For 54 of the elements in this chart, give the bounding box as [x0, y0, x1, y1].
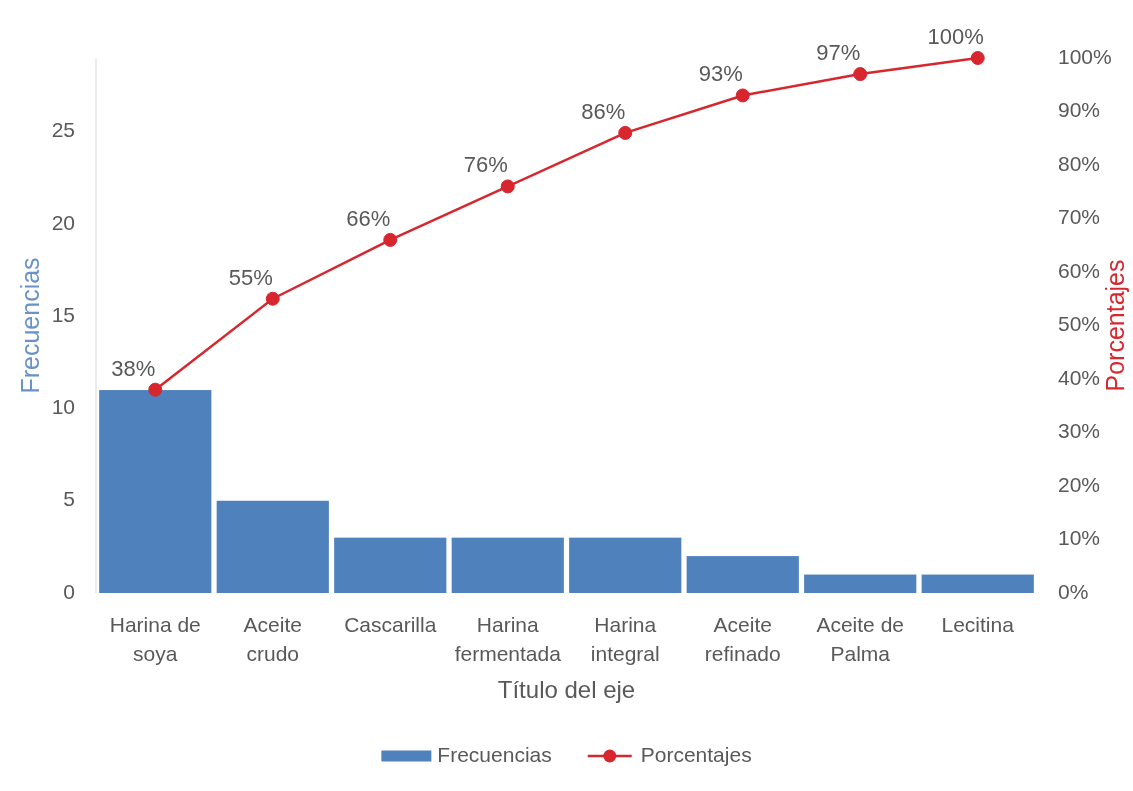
y2-tick-label: 20% — [1058, 472, 1101, 496]
y-tick-label: 5 — [63, 487, 75, 511]
y2-tick-label: 10% — [1058, 526, 1101, 550]
point — [148, 382, 163, 397]
legend-label: Porcentajes — [640, 742, 752, 766]
y2-tick-label: 70% — [1058, 205, 1101, 229]
y-axis-title: Frecuencias — [15, 257, 44, 394]
point — [618, 125, 633, 140]
y-tick-label: 20 — [51, 210, 75, 234]
y2-axis-title: Porcentajes — [1100, 259, 1129, 392]
bar — [99, 390, 212, 593]
data-label: 38% — [111, 355, 156, 381]
x-tick-label: Aceite refinado — [704, 612, 781, 665]
data-label: 86% — [581, 98, 626, 124]
y-tick-label: 25 — [51, 118, 75, 142]
bar — [686, 556, 799, 593]
bar — [921, 574, 1034, 593]
legend-label: Frecuencias — [437, 742, 552, 766]
bar — [334, 537, 447, 593]
point — [265, 291, 280, 306]
bar — [804, 574, 917, 593]
x-tick-label: Lecitina — [941, 612, 1015, 636]
y2-tick-label: 90% — [1058, 98, 1101, 122]
y2-tick-label: 0% — [1058, 579, 1089, 603]
data-label: 97% — [816, 39, 861, 65]
data-label: 76% — [463, 152, 508, 178]
x-axis-title: Título del eje — [497, 676, 636, 704]
point — [383, 232, 398, 247]
data-label: 55% — [228, 264, 273, 290]
point — [970, 51, 985, 65]
y-tick-label: 0 — [63, 579, 75, 603]
y2-tick-label: 30% — [1058, 419, 1101, 443]
y2-tick-label: 60% — [1058, 258, 1101, 282]
data-label: 93% — [698, 61, 743, 87]
point — [853, 67, 868, 82]
x-tick-label: Cascarilla — [344, 612, 437, 636]
x-tick-label: Harina fermentada — [454, 612, 562, 665]
y-tick-label: 15 — [51, 302, 75, 326]
x-tick-label: Aceite de Palma — [816, 612, 905, 665]
point — [500, 179, 515, 194]
y-tick-label: 10 — [51, 395, 75, 419]
x-tick-label: Harina integral — [590, 612, 660, 665]
x-tick-label: Harina de soya — [109, 612, 201, 665]
x-tick-label: Aceite crudo — [243, 612, 302, 665]
data-label: 66% — [346, 205, 391, 231]
y2-tick-label: 100% — [1058, 44, 1112, 68]
data-label: 100% — [927, 23, 984, 49]
y2-tick-label: 50% — [1058, 312, 1101, 336]
bar — [569, 537, 682, 593]
point — [735, 88, 750, 103]
y2-tick-label: 80% — [1058, 151, 1101, 175]
bar — [451, 537, 564, 593]
y2-tick-label: 40% — [1058, 365, 1101, 389]
bar — [216, 500, 329, 593]
